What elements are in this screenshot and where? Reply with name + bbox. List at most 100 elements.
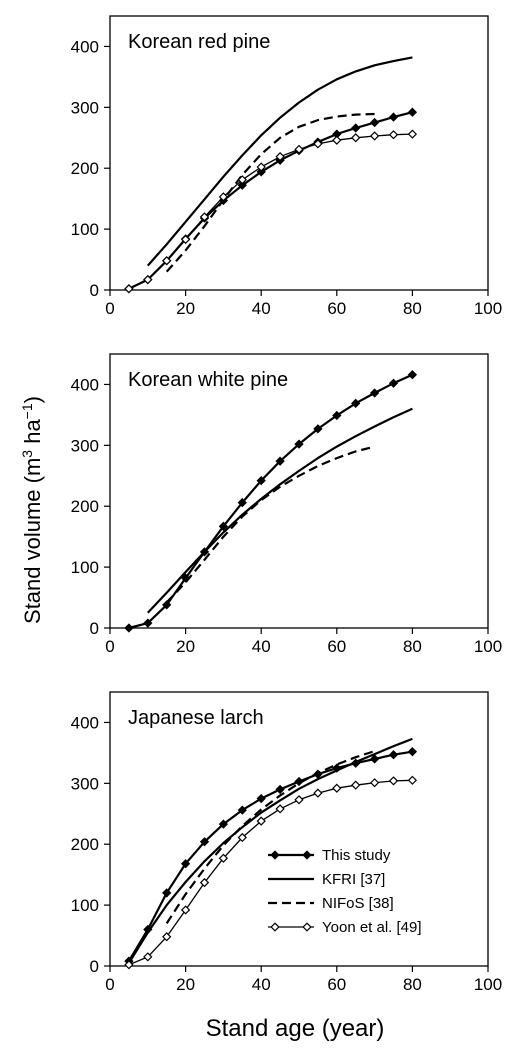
series-nifos-38: [165, 445, 375, 604]
series-line: [127, 750, 413, 962]
chart-title: Korean white pine: [128, 369, 288, 391]
data-point-open-diamond: [199, 212, 210, 222]
data-point-open-diamond: [270, 922, 280, 932]
plot-frame: [109, 353, 489, 629]
chart-panel-korean-red-pine: 0 100 200 300 400 0 20 40 60 80 100 Korean red pine: [71, 15, 502, 318]
series-line: [165, 112, 375, 273]
data-point-open-diamond: [388, 130, 399, 140]
y-tick-label: 0: [90, 281, 99, 300]
data-point-open-diamond: [332, 783, 342, 793]
data-point-filled-diamond: [388, 112, 399, 122]
data-point-open-diamond: [369, 778, 380, 788]
data-point-open-diamond: [369, 131, 380, 141]
data-point-filled-diamond: [313, 424, 323, 434]
y-tick-label: 0: [90, 619, 99, 638]
data-point-open-diamond: [218, 853, 229, 863]
data-point-open-diamond: [388, 776, 399, 786]
x-tick-label: 40: [252, 975, 271, 994]
data-point-filled-diamond: [124, 623, 134, 633]
y-axis-label: Stand volume (m3 ha−1): [19, 396, 45, 624]
y-tick-label: 300: [71, 436, 99, 455]
x-tick-label: 20: [176, 299, 195, 318]
data-point-open-diamond: [124, 960, 134, 970]
x-tick-label: 0: [105, 299, 114, 318]
x-tick-label: 100: [474, 637, 502, 656]
legend-label: NIFoS [38]: [322, 895, 394, 912]
data-point-open-diamond: [351, 133, 361, 143]
x-tick-label: 80: [403, 975, 422, 994]
series-nifos-38: [165, 112, 375, 273]
series-yoon-et-al-49: [124, 775, 418, 970]
plot-frame: [109, 691, 489, 967]
legend-item: Yoon et al. [49]: [268, 919, 422, 936]
legend-label: This study: [322, 847, 391, 864]
data-point-open-diamond: [313, 139, 323, 149]
data-point-filled-diamond: [199, 837, 210, 847]
chart-panel-korean-white-pine: 0 100 200 300 400 0 20 40 60 80 100 Korean white pi…: [71, 353, 502, 656]
data-point-open-diamond: [294, 795, 304, 805]
series-this-study: [124, 747, 418, 966]
x-tick-label: 60: [327, 975, 346, 994]
data-point-open-diamond: [407, 775, 418, 785]
legend-item: This study: [268, 847, 391, 864]
data-point-open-diamond: [237, 832, 247, 843]
legend-label: Yoon et al. [49]: [322, 919, 422, 936]
data-point-open-diamond: [237, 175, 247, 185]
series-nifos-38: [165, 750, 375, 924]
chart-title: Korean red pine: [128, 31, 270, 53]
data-point-filled-diamond: [351, 398, 361, 408]
data-point-open-diamond: [218, 192, 229, 202]
series-kfri-37: [146, 56, 413, 267]
data-point-open-diamond: [143, 952, 153, 962]
y-tick-label: 100: [71, 220, 99, 239]
data-point-open-diamond: [180, 234, 191, 245]
data-point-filled-diamond: [256, 793, 266, 804]
series-line: [146, 407, 413, 614]
plot-frame: [109, 15, 489, 291]
data-point-filled-diamond: [407, 107, 418, 117]
data-point-open-diamond: [275, 152, 285, 162]
y-tick-label: 400: [71, 713, 99, 732]
data-point-open-diamond: [351, 780, 361, 790]
legend: This study KFRI [37] NIFoS [38] Yoon et al.…: [268, 847, 422, 936]
data-point-open-diamond: [162, 932, 172, 942]
data-point-filled-diamond: [369, 117, 380, 128]
data-point-open-diamond: [124, 284, 134, 294]
data-point-filled-diamond: [275, 456, 285, 466]
y-tick-label: 400: [71, 375, 99, 394]
x-tick-label: 60: [327, 299, 346, 318]
x-tick-label: 0: [105, 637, 114, 656]
y-tick-label: 200: [71, 497, 99, 516]
data-point-open-diamond: [332, 135, 342, 145]
data-point-filled-diamond: [332, 410, 342, 421]
x-tick-label: 20: [176, 637, 195, 656]
x-tick-label: 20: [176, 975, 195, 994]
series-line: [165, 445, 375, 604]
data-point-filled-diamond: [162, 600, 172, 610]
data-point-filled-diamond: [351, 123, 361, 133]
x-tick-label: 80: [403, 637, 422, 656]
data-point-filled-diamond: [218, 819, 229, 829]
legend-label: KFRI [37]: [322, 871, 385, 888]
x-tick-label: 40: [252, 299, 271, 318]
series-line: [165, 750, 375, 924]
data-point-filled-diamond: [332, 763, 342, 773]
series-line: [128, 779, 413, 966]
x-tick-label: 0: [105, 975, 114, 994]
data-point-open-diamond: [256, 816, 266, 826]
y-tick-label: 100: [71, 896, 99, 915]
data-point-filled-diamond: [407, 370, 418, 380]
data-point-filled-diamond: [407, 747, 418, 757]
series-line: [146, 56, 413, 267]
data-point-filled-diamond: [256, 476, 266, 486]
data-point-filled-diamond: [256, 167, 266, 177]
chart-title: Japanese larch: [128, 707, 264, 729]
data-point-open-diamond: [180, 905, 191, 915]
x-tick-label: 80: [403, 299, 422, 318]
x-tick-label: 60: [327, 637, 346, 656]
chart-panel-japanese-larch: 0 100 200 300 400 0 20 40 60 80 100 Japanese larch T…: [71, 691, 502, 994]
data-point-filled-diamond: [275, 784, 285, 795]
series-yoon-et-al-49: [124, 129, 418, 294]
data-point-open-diamond: [256, 162, 266, 172]
